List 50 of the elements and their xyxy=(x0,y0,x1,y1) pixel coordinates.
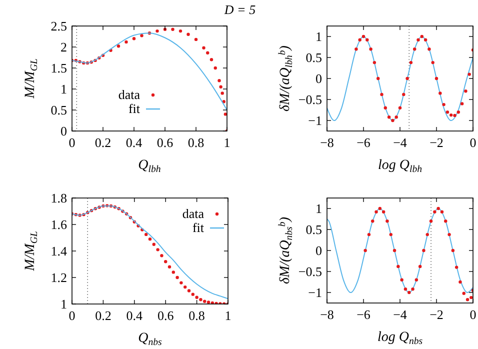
y-tick-label: 1.2 xyxy=(50,270,67,285)
y-tick-label: 2.5 xyxy=(50,18,67,34)
x-tick-label: −6 xyxy=(356,135,371,150)
x-tick-label: 0.2 xyxy=(94,135,112,150)
x-tick-label: 0.8 xyxy=(188,135,204,150)
x-axis-title: Q$_{lbh}$ xyxy=(138,158,161,174)
y-tick-label: 0 xyxy=(316,71,322,86)
x-axis-title: log Q$_{nbs}$ xyxy=(377,330,423,346)
x-tick-label: −4 xyxy=(393,135,408,150)
y-tick-label: 1.4 xyxy=(50,244,68,258)
x-tick-label: 0 xyxy=(470,307,476,322)
y-tick-label: 0 xyxy=(316,243,322,258)
x-axis-title: Q$_{nbs}$ xyxy=(138,331,162,348)
y-tick-label: 1 xyxy=(60,82,67,96)
legend-label: fit xyxy=(192,220,204,235)
y-tick-label: 1 xyxy=(316,29,322,44)
y-tick-label: 1.5 xyxy=(50,60,67,76)
x-tick-label: −8 xyxy=(320,135,334,150)
y-tick-label: 1.8 xyxy=(50,190,67,206)
x-tick-label: −2 xyxy=(430,135,444,150)
x-tick-label: 0.6 xyxy=(156,135,174,150)
x-tick-label: 1 xyxy=(224,308,232,323)
y-tick-label: −1 xyxy=(308,285,322,300)
x-tick-label: 0 xyxy=(470,135,476,150)
x-tick-label: 1 xyxy=(224,135,230,150)
x-tick-label: 0.4 xyxy=(126,308,144,323)
x-tick-label: 0.6 xyxy=(157,308,174,323)
x-tick-label: −2 xyxy=(430,307,444,322)
y-tick-label: −0.5 xyxy=(298,264,322,279)
y-tick-label: 0.5 xyxy=(306,50,322,65)
x-tick-label: 0.2 xyxy=(95,308,112,323)
y-tick-label: 1 xyxy=(316,201,322,216)
x-tick-label: −6 xyxy=(356,307,371,322)
y-tick-label: 1.6 xyxy=(50,217,68,232)
x-tick-label: −4 xyxy=(393,307,408,322)
y-tick-label: 0 xyxy=(60,124,67,138)
x-axis-title: log Q$_{lbh}$ xyxy=(378,158,422,174)
legend-label: data xyxy=(182,206,204,221)
y-tick-label: −0.5 xyxy=(298,92,322,107)
y-tick-label: 0.5 xyxy=(50,102,67,118)
x-tick-label: −8 xyxy=(320,307,334,322)
chart-title: D = 5 xyxy=(223,2,256,17)
legend-label: fit xyxy=(128,101,140,116)
x-tick-label: 0.8 xyxy=(188,308,205,323)
y-tick-label: 0.5 xyxy=(306,222,322,237)
x-tick-label: 0.4 xyxy=(126,135,143,150)
y-tick-label: 2 xyxy=(60,40,67,54)
y-tick-label: −1 xyxy=(308,113,322,128)
legend-label: data xyxy=(118,87,140,102)
y-tick-label: 1 xyxy=(60,296,67,312)
